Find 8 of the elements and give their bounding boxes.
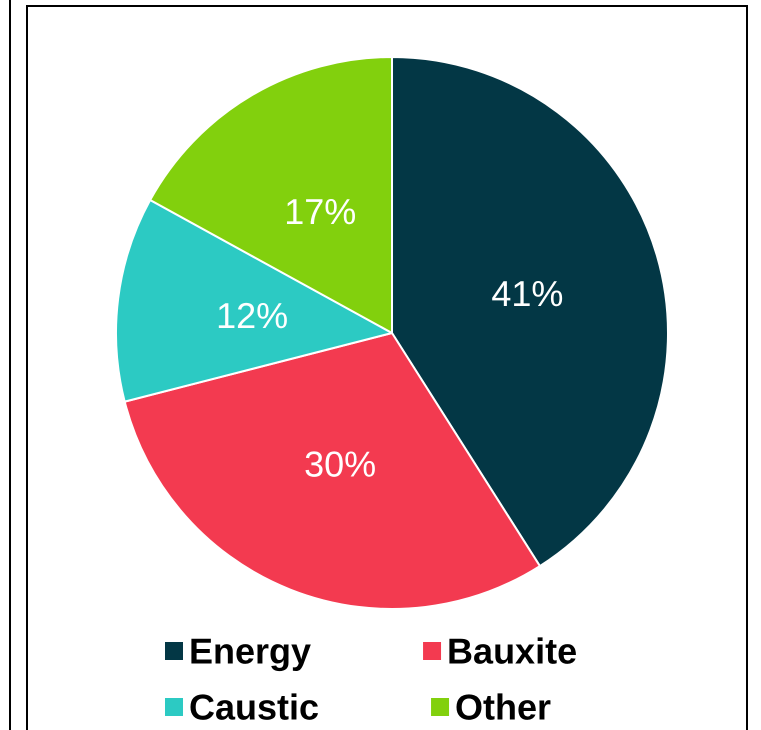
legend-label: Other (455, 686, 552, 728)
data-label: 12% (216, 294, 288, 336)
data-label: 30% (304, 444, 376, 485)
legend-label: Energy (189, 630, 312, 672)
legend-label: Bauxite (447, 630, 578, 672)
data-label: 17% (284, 191, 356, 232)
data-label: 41% (491, 273, 564, 314)
legend-label: Caustic (189, 686, 320, 728)
